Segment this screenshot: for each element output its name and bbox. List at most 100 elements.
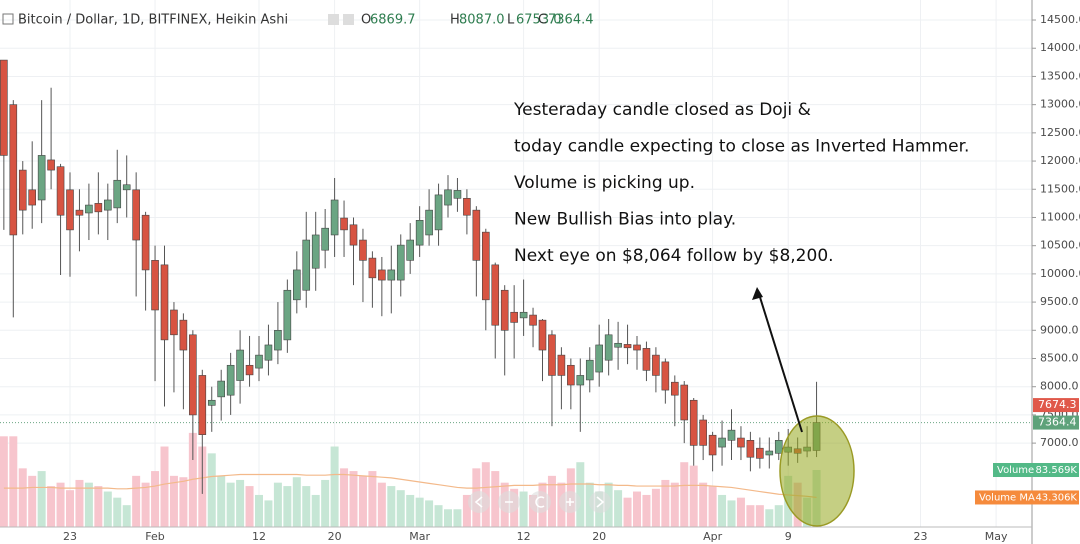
volume-bar <box>160 446 169 527</box>
price-label: 7674.3 <box>1038 398 1077 411</box>
volume-bar <box>330 446 339 527</box>
x-tick-label: 20 <box>328 530 342 543</box>
reset-button[interactable] <box>529 491 551 513</box>
candle-body <box>132 189 140 241</box>
volume-bar <box>377 482 386 527</box>
y-tick-label: 9500.0 <box>1040 295 1079 308</box>
volume-bar <box>47 486 56 527</box>
candle-body <box>113 179 122 209</box>
y-tick-label: 7000.0 <box>1040 436 1079 449</box>
candle-body <box>718 437 726 448</box>
volume-bar <box>292 477 301 527</box>
volume-bar <box>462 494 471 527</box>
volume-bar <box>519 491 528 527</box>
x-tick-label: 23 <box>63 530 77 543</box>
candle-body <box>699 419 707 446</box>
volume-bar <box>415 497 424 527</box>
candle-body <box>226 364 235 396</box>
volume-bar <box>680 462 689 527</box>
price-label-box <box>1033 415 1079 430</box>
candle-body <box>37 155 46 201</box>
volume-bar <box>623 497 632 527</box>
volume-pane <box>0 432 821 527</box>
candle-body <box>349 224 358 246</box>
ohlc-key: O <box>361 13 371 28</box>
candle-body <box>661 361 670 391</box>
candle-body <box>85 204 93 214</box>
volume-bar <box>264 500 273 527</box>
volume-bar <box>642 494 651 527</box>
volume-bar <box>132 475 141 527</box>
candle-body <box>737 437 745 448</box>
volume-bar <box>37 471 46 527</box>
volume-bar <box>207 453 216 527</box>
volume-bar <box>633 491 641 527</box>
volume-legend-value: 83.569K <box>1035 465 1077 476</box>
x-tick-label: 20 <box>592 530 606 543</box>
volume-bar <box>755 505 764 527</box>
candle-body <box>585 359 594 381</box>
volume-bar <box>736 497 745 527</box>
candle-body <box>463 197 471 216</box>
volume-bar <box>18 468 27 527</box>
volume-bar <box>113 497 122 527</box>
candle-body <box>66 189 74 231</box>
ohlc-value: 8087.0 <box>459 13 505 28</box>
settings-icon[interactable] <box>328 14 339 25</box>
candle-body <box>557 354 566 376</box>
candle-body <box>198 375 207 435</box>
volume-bar <box>699 482 708 527</box>
volume-bar <box>302 486 311 527</box>
candle-body <box>765 450 774 456</box>
volume-bar <box>0 436 8 527</box>
volume-bar <box>84 482 93 527</box>
close-icon[interactable] <box>343 14 354 25</box>
candle-body <box>500 289 509 331</box>
candle-body <box>406 239 415 261</box>
volume-bar <box>169 475 178 527</box>
candle-body <box>387 269 396 281</box>
candle-body <box>529 314 537 326</box>
volume-bar <box>491 471 500 527</box>
volume-bar <box>576 462 585 527</box>
scroll-left-button[interactable] <box>468 491 490 513</box>
y-tick-label: 13500.0 <box>1040 69 1080 82</box>
volume-legend-box <box>993 463 1079 478</box>
candle-body <box>378 269 386 281</box>
candle-body <box>680 384 689 421</box>
candle-body <box>245 364 254 376</box>
arrow <box>758 293 803 433</box>
volume-bar <box>255 494 263 527</box>
volume-bar <box>529 494 538 527</box>
candle-body <box>104 199 112 211</box>
x-tick-label: 12 <box>517 530 531 543</box>
ohlc-value: 6869.7 <box>370 13 416 28</box>
volume-bar <box>217 475 226 527</box>
candle-body <box>359 239 367 261</box>
volume-bar <box>689 465 698 527</box>
ohlc-value: 7364.4 <box>548 13 594 28</box>
price-label: 7364.4 <box>1038 416 1077 429</box>
candle-body <box>614 342 622 348</box>
y-tick-label: 9000.0 <box>1040 323 1079 336</box>
x-tick-label: Apr <box>703 530 723 543</box>
candle-body <box>179 319 188 351</box>
volume-bar <box>727 500 736 527</box>
candle-body <box>207 399 216 406</box>
y-tick-label: 8000.0 <box>1040 380 1079 393</box>
volume-bar <box>179 477 188 527</box>
candle-body <box>236 349 244 381</box>
candle-body <box>18 169 27 211</box>
candle-body <box>689 399 698 446</box>
volume-bar <box>75 479 84 527</box>
candle-body <box>368 257 377 279</box>
candle-body <box>9 104 18 236</box>
candle-body <box>396 244 405 281</box>
volume-bar <box>28 475 37 527</box>
volume-bar <box>188 432 197 527</box>
volume-bar <box>226 482 235 527</box>
volume-legend-name: Volume MA <box>979 492 1035 503</box>
scroll-right-button[interactable] <box>589 491 611 513</box>
volume-bar <box>141 482 150 527</box>
toolbar <box>468 491 611 513</box>
